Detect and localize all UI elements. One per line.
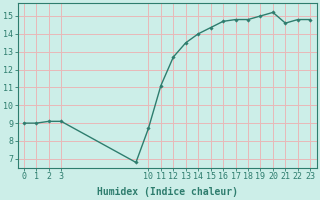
X-axis label: Humidex (Indice chaleur): Humidex (Indice chaleur)	[97, 186, 237, 197]
